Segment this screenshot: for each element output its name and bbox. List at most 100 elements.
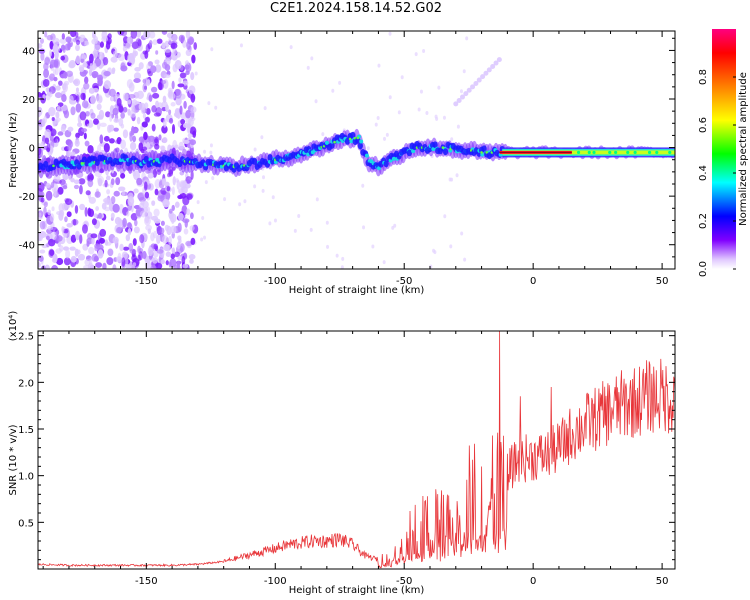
noise-blob [156, 38, 163, 44]
noise-blob [289, 45, 293, 50]
noise-blob [94, 191, 101, 198]
ridge-peak [356, 136, 360, 140]
noise-blob [39, 220, 46, 230]
noise-blob [163, 48, 172, 53]
noise-blob [38, 124, 43, 131]
noise-blob [110, 178, 115, 186]
noise-blob [113, 127, 119, 132]
noise-blob [168, 166, 174, 175]
noise-blob [83, 264, 91, 269]
noise-blob [128, 94, 136, 99]
noise-blob [187, 133, 193, 138]
noise-blob [189, 225, 195, 231]
noise-blob [38, 48, 46, 54]
noise-blob [103, 80, 112, 90]
noise-blob [460, 231, 464, 236]
noise-blob [160, 227, 165, 234]
y-tick-label: -40 [19, 241, 35, 252]
ridge-peak [614, 150, 618, 155]
noise-blob [75, 39, 81, 46]
noise-blob [94, 243, 100, 249]
noise-blob [144, 215, 150, 224]
noise-blob [162, 95, 167, 103]
noise-blob [44, 31, 48, 38]
noise-blob [122, 129, 129, 139]
ridge-core [442, 148, 449, 156]
ridge-peak [608, 150, 612, 155]
noise-blob [261, 188, 265, 193]
noise-blob [122, 45, 128, 52]
noise-blob [463, 91, 469, 97]
noise-blob [239, 43, 243, 48]
noise-blob [161, 235, 169, 244]
noise-blob [173, 112, 179, 117]
noise-blob [168, 37, 172, 45]
ridge-core [383, 160, 389, 168]
noise-blob [68, 95, 74, 104]
noise-blob [147, 172, 154, 179]
noise-blob [122, 92, 129, 101]
noise-blob [176, 260, 181, 269]
noise-blob [117, 53, 125, 62]
noise-blob [177, 235, 182, 241]
noise-blob [104, 199, 112, 206]
noise-blob [53, 175, 61, 182]
noise-blob [65, 249, 71, 259]
noise-blob [455, 173, 459, 178]
noise-blob [486, 67, 492, 73]
noise-blob [196, 200, 200, 205]
noise-blob [243, 199, 247, 204]
x-tick-label: -150 [135, 276, 158, 287]
noise-blob [136, 116, 141, 125]
noise-blob [422, 49, 426, 54]
ridge-core [344, 137, 351, 145]
noise-blob [165, 251, 172, 257]
ridge-peak [80, 162, 84, 165]
noise-blob [314, 99, 318, 104]
noise-blob [97, 74, 103, 83]
colorbar-tick-label: 0.0 [698, 261, 709, 277]
noise-blob [143, 181, 148, 191]
noise-blob [91, 253, 98, 262]
noise-blob [65, 198, 73, 206]
noise-blob [49, 59, 57, 68]
noise-blob [493, 60, 499, 66]
noise-blob [38, 182, 45, 192]
noise-blob [144, 50, 149, 59]
noise-blob [129, 141, 137, 151]
noise-blob [39, 191, 45, 199]
noise-blob [253, 147, 257, 152]
noise-blob [111, 69, 115, 75]
ridge-peak [391, 156, 396, 161]
ridge-peak [633, 150, 637, 155]
noise-blob [59, 38, 67, 44]
colorbar-tick-label: 0.4 [698, 165, 709, 181]
ridge-peak [364, 153, 369, 158]
noise-blob [64, 129, 72, 138]
noise-blob [99, 228, 107, 237]
noise-blob [149, 65, 157, 73]
ridge-peak [359, 139, 364, 144]
noise-blob [177, 212, 184, 221]
noise-blob [43, 206, 47, 216]
noise-blob [449, 244, 453, 249]
noise-blob [182, 218, 190, 224]
noise-blob [340, 265, 344, 269]
noise-blob [68, 61, 76, 69]
noise-blob [456, 97, 462, 103]
noise-blob [260, 135, 264, 140]
noise-blob [153, 208, 160, 217]
noise-blob [91, 38, 98, 45]
noise-blob [130, 213, 138, 221]
noise-blob [173, 251, 180, 258]
noise-blob [52, 43, 59, 54]
noise-blob [51, 206, 55, 212]
noise-blob [54, 118, 59, 124]
snr-panel: -150 -100 -50 0 50 0.5 1.0 1.5 2.0 2.5 Height of s… [8, 311, 676, 596]
noise-blob [166, 186, 171, 192]
noise-blob [79, 234, 83, 244]
y-tick-label: 1.5 [18, 425, 34, 436]
noise-blob [141, 121, 148, 128]
noise-blob [52, 37, 60, 45]
noise-blob [138, 196, 147, 203]
